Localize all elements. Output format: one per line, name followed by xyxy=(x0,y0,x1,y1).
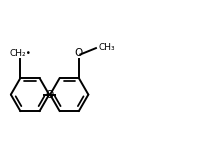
Text: O: O xyxy=(75,48,83,58)
Text: CH₃: CH₃ xyxy=(98,43,115,52)
Text: CH₂•: CH₂• xyxy=(9,49,31,58)
Text: O: O xyxy=(46,90,54,100)
